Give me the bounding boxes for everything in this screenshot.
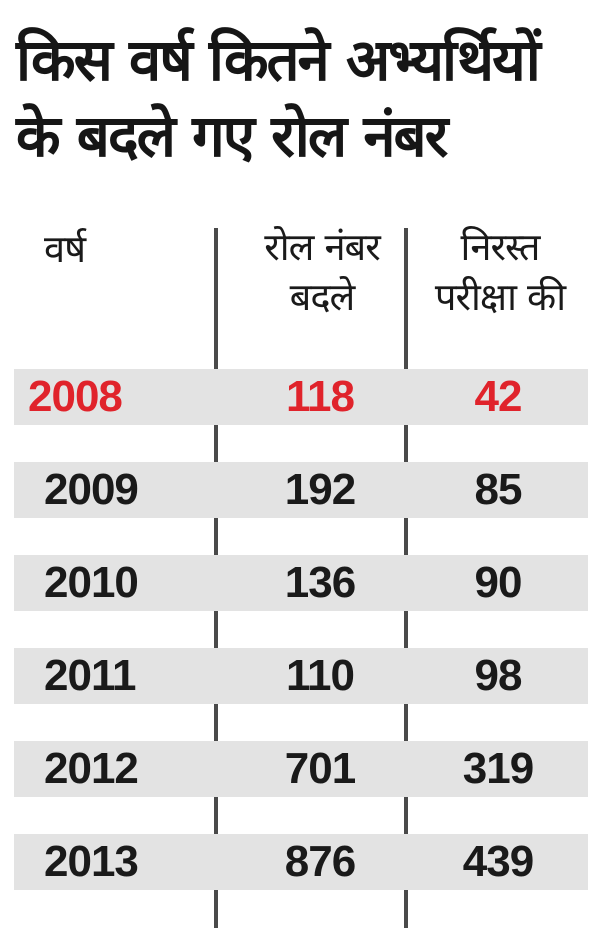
roll-numbers-changed-cell: 192: [284, 465, 356, 514]
column-header-changed-line-2: बदले: [289, 275, 356, 319]
chart-title-line-2: के बदले गए रोल नंबर: [16, 102, 448, 170]
column-header-changed-line-1: रोल नंबर: [264, 225, 381, 269]
exams-cancelled-cell: 90: [474, 558, 523, 607]
column-header-exams-cancelled: निरस्त परीक्षा की: [410, 222, 590, 322]
roll-numbers-changed-cell: 701: [284, 744, 356, 793]
year-cell: 2009: [44, 465, 139, 514]
column-header-cancelled-line-1: निरस्त: [460, 225, 541, 269]
roll-numbers-changed-cell: 110: [286, 651, 355, 700]
chart-title: किस वर्ष कितने अभ्यर्थियों के बदले गए रो…: [16, 22, 586, 174]
table-row: 2011 110 98: [14, 648, 588, 704]
table-row: 2013 876 439: [14, 834, 588, 890]
exams-cancelled-cell: 85: [474, 465, 523, 514]
table-row: 2009 192 85: [14, 462, 588, 518]
roll-numbers-changed-cell: 876: [284, 837, 356, 886]
roll-numbers-changed-cell: 136: [284, 558, 356, 607]
exams-cancelled-cell: 319: [462, 744, 534, 793]
year-cell: 2013: [44, 837, 139, 886]
year-cell: 2010: [44, 558, 139, 607]
column-header-year: वर्ष: [44, 227, 86, 271]
column-header-cancelled-line-2: परीक्षा की: [434, 275, 566, 319]
column-header-roll-numbers-changed: रोल नंबर बदले: [236, 222, 408, 322]
table-row: 2008 118 42: [14, 369, 588, 425]
exams-cancelled-cell: 42: [474, 372, 523, 421]
exams-cancelled-cell: 98: [474, 651, 523, 700]
table-row: 2012 701 319: [14, 741, 588, 797]
table-row: 2010 136 90: [14, 555, 588, 611]
year-cell: 2012: [44, 744, 139, 793]
chart-title-line-1: किस वर्ष कितने अभ्यर्थियों: [16, 26, 541, 94]
exams-cancelled-cell: 439: [462, 837, 534, 886]
year-cell: 2008: [28, 372, 123, 421]
year-cell: 2011: [44, 651, 136, 700]
roll-numbers-changed-cell: 118: [286, 372, 355, 421]
